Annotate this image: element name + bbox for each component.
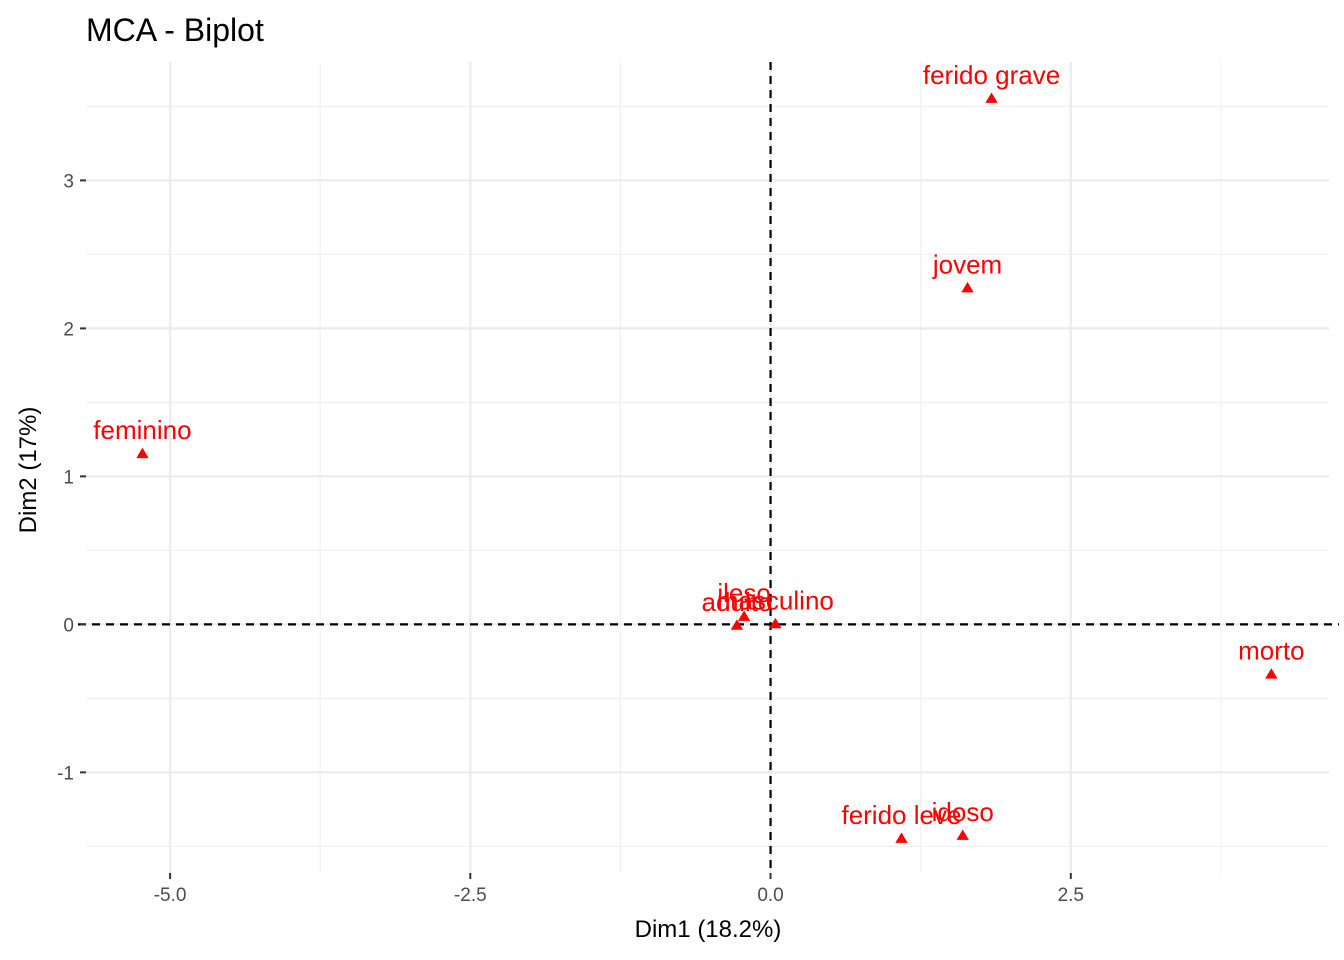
y-tick-labels: -1 0 1 2 3 xyxy=(57,171,74,784)
point-ferido-leve xyxy=(895,832,908,843)
point-morto xyxy=(1265,668,1278,679)
y-tick-label: 2 xyxy=(63,319,74,340)
major-gridlines xyxy=(86,62,1329,873)
x-axis-title: Dim1 (18.2%) xyxy=(635,916,782,943)
y-tick-label: 0 xyxy=(63,615,74,636)
axis-ticks xyxy=(80,179,1072,879)
label-ferido-leve: ferido leve xyxy=(841,800,961,830)
point-masculino xyxy=(769,617,782,629)
x-tick-label: 0.0 xyxy=(757,885,783,906)
x-tick-labels: -5.0 -2.5 0.0 2.5 xyxy=(154,885,1084,906)
point-ferido-grave xyxy=(985,92,998,103)
x-tick-label: -5.0 xyxy=(154,885,187,906)
x-tick-label: -2.5 xyxy=(454,885,487,906)
point-labels: femininomasculinoadultoilesojovemidosofe… xyxy=(93,60,1304,830)
label-ferido-grave: ferido grave xyxy=(923,60,1060,90)
label-morto: morto xyxy=(1238,636,1304,666)
chart-title: MCA - Biplot xyxy=(86,12,264,48)
label-masculino: masculino xyxy=(717,585,834,615)
point-jovem xyxy=(961,281,974,293)
label-idoso: idoso xyxy=(932,797,994,827)
point-idoso xyxy=(956,829,969,840)
y-axis-title: Dim2 (17%) xyxy=(15,407,42,534)
label-jovem: jovem xyxy=(932,249,1002,279)
y-tick-label: 3 xyxy=(63,171,74,192)
minor-gridlines xyxy=(86,62,1329,873)
y-tick-label: 1 xyxy=(63,467,74,488)
point-ileso xyxy=(737,610,751,621)
label-adulto: adulto xyxy=(702,587,773,617)
label-ileso: ileso xyxy=(717,578,770,608)
x-tick-label: 2.5 xyxy=(1058,885,1084,906)
data-points xyxy=(136,92,1278,843)
point-feminino xyxy=(136,447,149,459)
reference-lines xyxy=(78,62,1339,873)
y-tick-label: -1 xyxy=(57,763,74,784)
point-adulto xyxy=(730,619,744,630)
label-feminino: feminino xyxy=(93,415,191,445)
